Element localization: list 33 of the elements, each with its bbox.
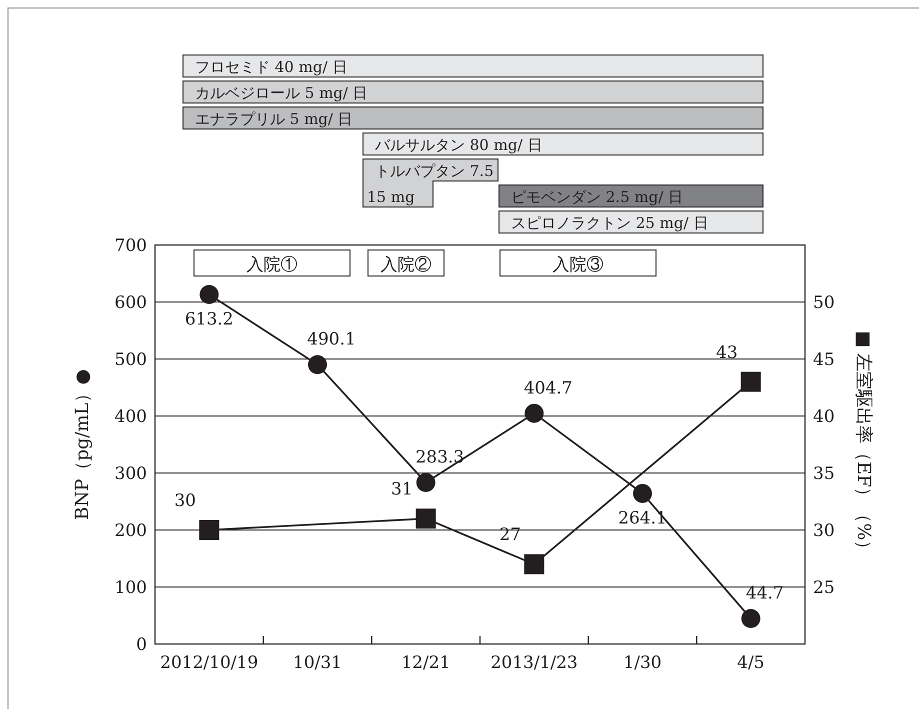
data-label: 30 [174,491,196,511]
y-tick-label: 600 [114,293,147,313]
data-label: 404.7 [524,378,573,398]
x-tick-label: 2012/10/19 [160,653,258,673]
data-label: 490.1 [307,330,356,350]
data-label: 43 [716,342,738,363]
x-tick-label: 2013/1/23 [490,653,578,673]
data-label: 283.3 [415,448,464,468]
x-tick-label: 12/21 [401,653,450,673]
x-tick-label: 4/5 [737,653,765,673]
x-tick-label: 1/30 [623,653,662,673]
y2-axis-title: ■ 左室駆出率（EF）（%） [853,330,874,558]
y-tick-label: 100 [114,578,147,598]
y2-tick-label: 50 [813,293,835,313]
x-tick-label: 10/31 [293,653,342,673]
y-tick-label: 700 [114,236,147,256]
data-label: 264.1 [618,508,667,528]
annotation: 入院③ [552,255,604,275]
data-label: 613.2 [184,309,234,330]
data-label: 31 [391,480,413,500]
y2-tick-label: 35 [813,464,835,484]
y-tick-label: 400 [114,407,147,427]
y-tick-label: 300 [114,464,147,484]
y2-tick-label: 40 [813,407,835,427]
y-tick-label: 500 [114,350,147,370]
y-tick-label: 200 [114,521,147,541]
y-tick-label: 0 [136,635,147,655]
annotation: 入院① [246,255,298,275]
y2-tick-label: 30 [813,521,835,541]
y-axis-title: BNP（pg/mL）● [72,369,93,520]
annotation: 入院② [380,255,432,275]
y2-tick-label: 45 [813,350,835,370]
y2-tick-label: 25 [813,578,835,598]
